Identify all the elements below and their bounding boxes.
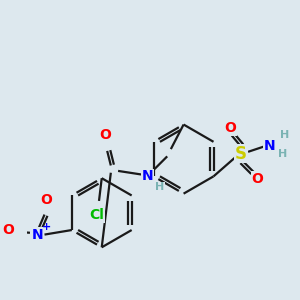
- Text: Cl: Cl: [90, 208, 105, 223]
- Text: H: H: [278, 148, 287, 159]
- Text: O: O: [224, 121, 236, 135]
- Text: H: H: [280, 130, 289, 140]
- Text: O: O: [2, 223, 14, 237]
- Text: O: O: [40, 193, 52, 207]
- Text: N: N: [32, 228, 43, 242]
- Text: N: N: [141, 169, 153, 183]
- Text: O: O: [251, 172, 263, 186]
- Text: N: N: [264, 140, 276, 153]
- Text: H: H: [155, 182, 165, 192]
- Text: +: +: [42, 222, 51, 232]
- Text: S: S: [235, 145, 247, 163]
- Text: O: O: [99, 128, 111, 142]
